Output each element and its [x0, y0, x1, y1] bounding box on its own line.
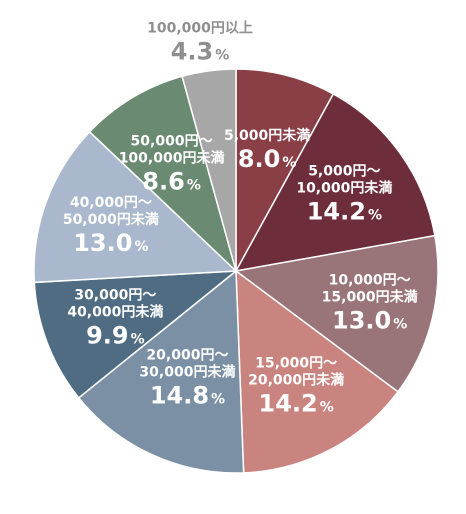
pie-slice-9 [181, 68, 237, 272]
pie-slice-5 [77, 269, 245, 474]
slice-value-9: 4.3% [171, 38, 230, 66]
slice-value-8: 8.6% [142, 168, 201, 196]
slice-label-5-line-1: 20,000円〜 [146, 348, 228, 364]
slice-label-1-line-1: 5,000円未満 [224, 127, 310, 144]
slice-value-5: 14.8% [150, 382, 225, 410]
slice-label-7-line-2: 50,000円未満 [63, 211, 159, 228]
slice-value-4: 14.2% [259, 389, 334, 417]
slice-label-5-line-2: 30,000円未満 [139, 364, 235, 381]
slice-label-4-line-2: 20,000円未満 [248, 371, 344, 388]
slice-label-6-line-2: 40,000円未満 [67, 303, 163, 320]
pie-slice-7 [33, 130, 238, 284]
pie-slice-3 [234, 234, 439, 393]
slice-label-2-line-2: 10,000円未満 [296, 179, 392, 196]
slice-label-3-line-1: 10,000円〜 [329, 273, 411, 289]
slice-label-3-line-2: 15,000円未満 [322, 289, 418, 306]
slice-value-6: 9.9% [86, 321, 145, 349]
slices-layer [33, 68, 439, 474]
slice-label-4-line-1: 15,000円〜 [255, 355, 337, 371]
slice-value-3: 13.0% [332, 307, 407, 335]
slice-label-7-line-1: 40,000円〜 [70, 195, 152, 211]
slice-label-6-line-1: 30,000円〜 [74, 287, 156, 303]
slice-label-9-line-1: 100,000円以上 [147, 21, 253, 37]
pie-slice-6 [33, 270, 239, 399]
pie-slice-4 [235, 269, 399, 474]
slice-label-8-line-2: 100,000円未満 [119, 150, 225, 167]
slice-label-2-line-1: 5,000円〜 [308, 163, 380, 179]
pie-slice-2 [234, 92, 436, 273]
pie-slice-8 [88, 75, 238, 274]
slice-value-1: 8.0% [238, 145, 297, 173]
slice-label-8-line-1: 50,000円〜 [131, 134, 213, 150]
slice-value-2: 14.2% [307, 197, 382, 225]
pie-slice-1 [235, 68, 335, 272]
slice-value-7: 13.0% [73, 229, 148, 257]
